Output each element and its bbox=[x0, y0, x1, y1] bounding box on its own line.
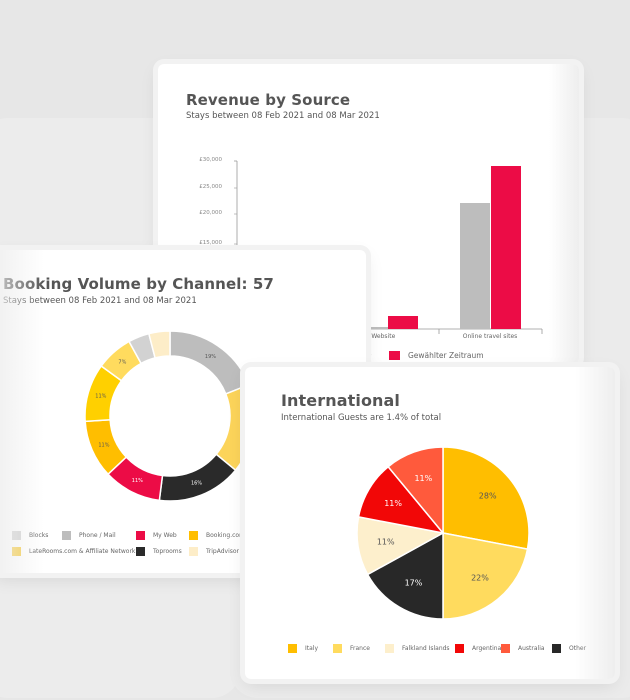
x-label-my-website: My Website bbox=[360, 333, 396, 340]
legend-item-booking-com: Booking.com bbox=[189, 531, 245, 540]
slice-label: 11% bbox=[98, 442, 109, 448]
legend-label: Gewählter Zeitraum bbox=[408, 351, 484, 360]
bar-ota-previous bbox=[460, 203, 490, 329]
legend-label: Booking.com bbox=[206, 532, 245, 539]
legend-item-australia: Australia bbox=[501, 644, 545, 653]
slice-label: 19% bbox=[205, 354, 216, 360]
international-pie-chart: 28% 22% 17% 11% 11% 11% bbox=[356, 446, 530, 620]
legend-label: Falkland Islands bbox=[402, 645, 450, 652]
legend-item-italy: Italy bbox=[288, 644, 318, 653]
legend-label: My Web bbox=[153, 532, 177, 539]
bar-mywebsite-previous bbox=[358, 327, 388, 329]
slice-label: 11% bbox=[384, 499, 402, 508]
chart-slice[interactable] bbox=[366, 531, 444, 620]
legend-label: Toprooms bbox=[153, 548, 182, 555]
legend-label: TripAdvisor Ir bbox=[206, 548, 246, 555]
legend-label: France bbox=[350, 645, 370, 652]
chart-slice[interactable] bbox=[147, 330, 171, 359]
legend-item-toprooms: Toprooms bbox=[136, 547, 182, 556]
legend-item-phone-mail: Phone / Mail bbox=[62, 531, 116, 540]
slice-label: 11% bbox=[377, 538, 395, 547]
legend-label: Blocks bbox=[29, 532, 49, 539]
slice-label: 11% bbox=[95, 394, 106, 400]
legend-item-laterooms: LateRooms.com & Affiliate Network bbox=[12, 547, 135, 556]
international-subtitle: International Guests are 1.4% of total bbox=[281, 413, 442, 423]
slice-label: 22% bbox=[471, 573, 489, 582]
chart-slice[interactable] bbox=[442, 446, 530, 550]
chart-slice[interactable] bbox=[387, 446, 444, 536]
legend-item-previous: r bbox=[368, 352, 371, 361]
bar-ota-selected bbox=[491, 166, 521, 329]
x-label-online-travel-sites: Online travel sites bbox=[462, 333, 518, 340]
legend-label: Argentina bbox=[472, 645, 502, 652]
bar-mywebsite-selected bbox=[388, 316, 418, 329]
revenue-subtitle: Stays between 08 Feb 2021 and 08 Mar 202… bbox=[186, 111, 380, 121]
legend-label: Other bbox=[569, 645, 587, 652]
y-tick: £30,000 bbox=[199, 157, 222, 163]
legend-label: r bbox=[368, 352, 372, 361]
legend-label: Phone / Mail bbox=[79, 532, 116, 539]
legend-swatch bbox=[389, 351, 400, 360]
legend-item-my-web: My Web bbox=[136, 531, 177, 540]
international-title: International bbox=[281, 391, 401, 410]
legend-item-selected-period: Gewählter Zeitraum bbox=[389, 351, 484, 360]
legend-label: Italy bbox=[305, 645, 319, 652]
chart-slice[interactable] bbox=[442, 532, 529, 620]
legend-item-falkland-islands: Falkland Islands bbox=[385, 644, 450, 653]
slice-label: 11% bbox=[132, 478, 143, 484]
slice-label: 11% bbox=[414, 474, 432, 483]
booking-title: Booking Volume by Channel: 57 bbox=[3, 275, 274, 293]
legend-item-france: France bbox=[333, 644, 370, 653]
chart-slice[interactable] bbox=[158, 453, 237, 502]
slice-label: 7% bbox=[118, 360, 126, 366]
legend-item-blocks: Blocks bbox=[12, 531, 48, 540]
slice-label: 17% bbox=[405, 579, 423, 588]
legend-item-argentina: Argentina bbox=[455, 644, 501, 653]
y-tick: £15,000 bbox=[199, 240, 222, 246]
legend-item-tripadvisor: TripAdvisor Ir bbox=[189, 547, 245, 556]
legend-label: LateRooms.com & Affiliate Network bbox=[29, 548, 136, 555]
y-tick: £25,000 bbox=[199, 184, 222, 190]
legend-item-other: Other bbox=[552, 644, 586, 653]
y-tick: £20,000 bbox=[199, 210, 222, 216]
international-card: International International Guests are 1… bbox=[245, 367, 615, 679]
booking-subtitle: Stays between 08 Feb 2021 and 08 Mar 202… bbox=[3, 296, 197, 306]
revenue-title: Revenue by Source bbox=[186, 91, 351, 109]
slice-label: 28% bbox=[479, 492, 497, 501]
legend-label: Australia bbox=[518, 645, 545, 652]
chart-slice[interactable] bbox=[169, 330, 251, 395]
slice-label: 16% bbox=[191, 481, 202, 487]
